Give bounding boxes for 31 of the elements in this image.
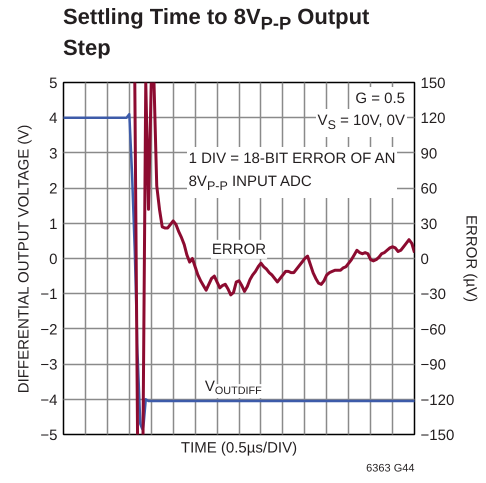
y2-tick-label: −60: [420, 321, 446, 338]
x-axis-title: TIME (0.5µs/DIV): [180, 440, 298, 456]
y-axis-title: DIFFERENTIAL OUTPUT VOLTAGE (V): [15, 124, 32, 394]
y-tick-label: 1: [49, 216, 58, 233]
y2-tick-label: −30: [420, 286, 446, 304]
y-tick-label: 5: [49, 75, 58, 92]
y2-axis-title: ERROR (µV): [462, 215, 480, 302]
y2-tick-label: −90: [420, 356, 446, 374]
y-tick-label: 4: [49, 110, 58, 128]
y2-tick-label: −150: [420, 427, 454, 444]
y-tick-label: 2: [49, 180, 58, 198]
y2-tick-label: 150: [420, 75, 446, 92]
y2-tick-label: 60: [420, 180, 438, 198]
y2-tick-label: 90: [420, 145, 438, 162]
y-tick-label: −5: [40, 427, 58, 444]
y-tick-label: 3: [49, 145, 58, 162]
y-tick-label: −4: [40, 392, 58, 409]
y2-tick-label: 30: [420, 216, 438, 233]
y-tick-label: −1: [40, 286, 58, 304]
y2-tick-label: 0: [420, 251, 429, 268]
y2-tick-label: 120: [420, 110, 446, 128]
y-tick-label: −3: [40, 356, 58, 374]
annotation: G = 0.5: [353, 87, 407, 110]
annotation: V$_{S}$ = 10V, 0V: [316, 109, 407, 138]
annotation: 1 DIV = 18-BIT ERROR OF AN 8V$_{P-P}$ INPUT ADC: [186, 147, 398, 198]
text: 6363 G44: [366, 462, 415, 474]
series-label: ERROR: [212, 240, 266, 258]
y-tick-label: 0: [49, 251, 58, 268]
y2-tick-label: −120: [420, 392, 454, 409]
chart-title: Settling Time to 8V$_{P-P}$ Output Step: [63, 4, 370, 60]
y-tick-label: −2: [40, 321, 58, 338]
